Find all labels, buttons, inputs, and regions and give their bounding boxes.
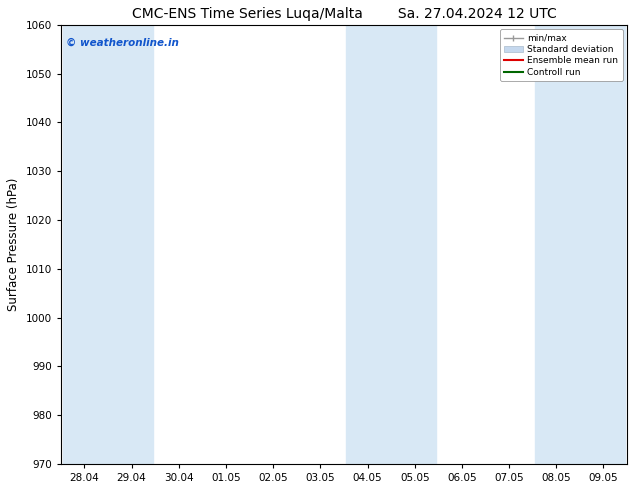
Bar: [346, 25, 436, 464]
Y-axis label: Surface Pressure (hPa): Surface Pressure (hPa): [7, 178, 20, 311]
Bar: [63, 25, 153, 464]
Bar: [535, 25, 624, 464]
Legend: min/max, Standard deviation, Ensemble mean run, Controll run: min/max, Standard deviation, Ensemble me…: [500, 29, 623, 81]
Title: CMC-ENS Time Series Luqa/Malta        Sa. 27.04.2024 12 UTC: CMC-ENS Time Series Luqa/Malta Sa. 27.04…: [131, 7, 556, 21]
Text: © weatheronline.in: © weatheronline.in: [67, 38, 179, 48]
